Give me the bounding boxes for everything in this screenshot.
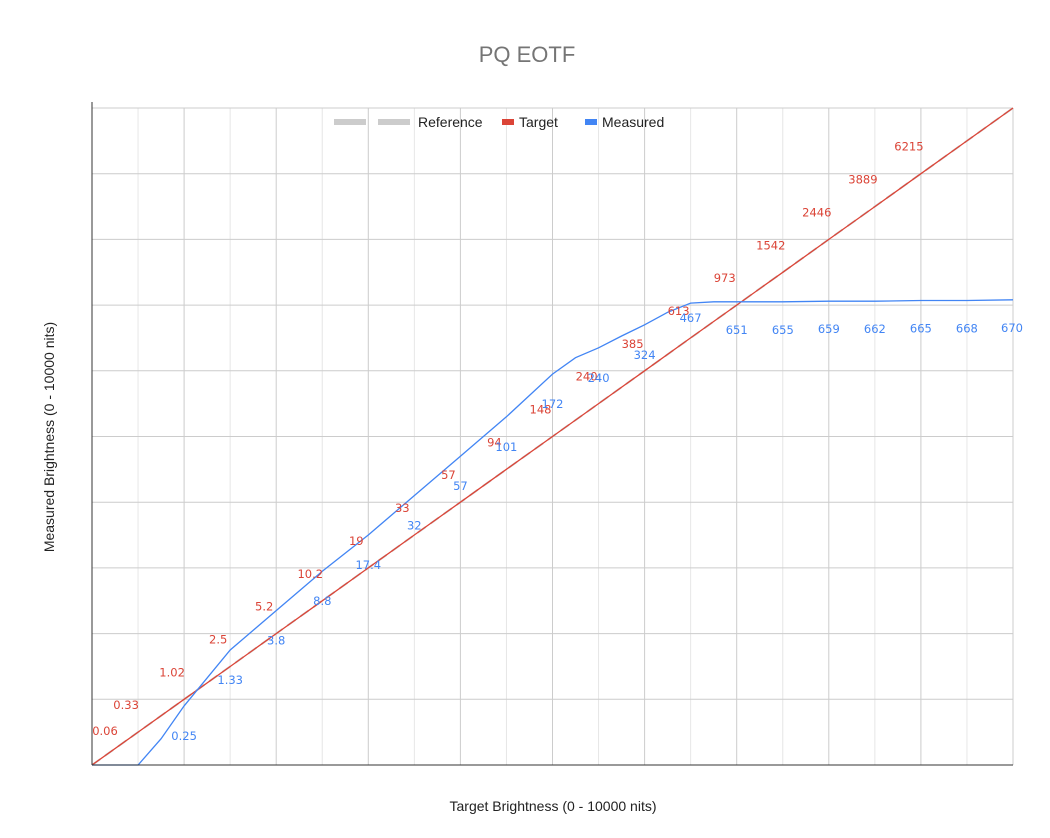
data-label-measured: 659 — [818, 322, 840, 336]
chart-title: PQ EOTF — [479, 42, 576, 67]
data-label-measured: 3.8 — [267, 634, 285, 648]
data-label-measured: 651 — [726, 323, 748, 337]
data-label-measured: 0.25 — [171, 729, 197, 743]
data-label-target: 57 — [441, 468, 456, 482]
data-label-target: 148 — [530, 403, 552, 417]
data-label-target: 33 — [395, 501, 410, 515]
legend-swatch — [585, 119, 597, 125]
data-label-target: 94 — [487, 435, 502, 449]
data-label-target: 385 — [622, 337, 644, 351]
data-label-measured: 670 — [1001, 321, 1023, 335]
legend-swatch-dash — [378, 119, 410, 125]
data-label-target: 613 — [668, 304, 690, 318]
data-label-target: 1.02 — [159, 665, 185, 679]
data-label-target: 973 — [714, 271, 736, 285]
axes — [91, 102, 1013, 766]
data-label-measured: 240 — [588, 371, 610, 385]
legend-label: Reference — [418, 114, 483, 130]
data-label-target: 0.06 — [92, 724, 118, 738]
data-label-measured: 8.8 — [313, 594, 331, 608]
data-label-measured: 665 — [910, 322, 932, 336]
legend-item-reference[interactable]: Reference — [334, 114, 483, 130]
data-label-measured: 57 — [453, 479, 468, 493]
series-line-target — [91, 107, 1014, 766]
data-label-target: 240 — [576, 370, 598, 384]
series-lines — [91, 107, 1014, 766]
data-label-measured: 324 — [634, 348, 656, 362]
legend[interactable]: Reference Target Measured — [334, 114, 664, 130]
legend-item-target[interactable]: Target — [502, 114, 558, 130]
legend-item-measured[interactable]: Measured — [585, 114, 664, 130]
data-label-target: 10.2 — [297, 567, 323, 581]
x-axis-title: Target Brightness (0 - 10000 nits) — [450, 798, 657, 814]
legend-swatch-dash — [334, 119, 366, 125]
data-label-target: 2446 — [802, 205, 831, 219]
data-label-measured: 467 — [680, 311, 702, 325]
data-label-measured: 101 — [495, 440, 517, 454]
data-label-target: 2.5 — [209, 633, 227, 647]
data-label-measured: 172 — [542, 397, 564, 411]
data-labels: 0.06 0.33 1.02 2.5 5.2 10.2 19 33 57 94 148 240 385 6… — [92, 140, 1023, 743]
legend-label: Target — [519, 114, 558, 130]
series-line-measured — [92, 299, 1014, 766]
data-label-measured: 662 — [864, 322, 886, 336]
data-label-measured: 668 — [956, 322, 978, 336]
data-label-target: 1542 — [756, 238, 785, 252]
data-label-measured: 32 — [407, 519, 422, 533]
data-label-target: 3889 — [848, 173, 877, 187]
legend-swatch — [502, 119, 514, 125]
data-label-target: 0.33 — [113, 698, 139, 712]
data-label-target: 6215 — [894, 140, 923, 154]
data-label-target: 19 — [349, 534, 364, 548]
data-label-measured: 655 — [772, 323, 794, 337]
data-label-measured: 1.33 — [217, 673, 243, 687]
y-axis-title: Measured Brightness (0 - 10000 nits) — [41, 322, 57, 552]
legend-label: Measured — [602, 114, 664, 130]
data-label-measured: 17.4 — [355, 558, 381, 572]
data-label-target: 5.2 — [255, 600, 273, 614]
